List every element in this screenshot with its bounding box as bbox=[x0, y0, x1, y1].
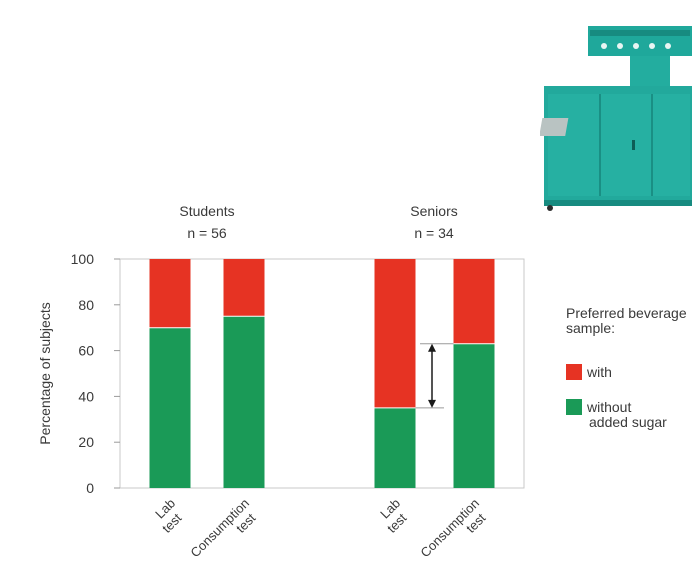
legend-title: Preferred beverage sample: bbox=[566, 305, 687, 336]
y-tick-label: 100 bbox=[71, 251, 95, 267]
x-tick-label: Consumptiontest bbox=[187, 496, 262, 571]
bar-with-sugar bbox=[374, 259, 416, 408]
bar-without-added-sugar bbox=[223, 316, 265, 488]
group-n-label: n = 34 bbox=[414, 225, 454, 241]
y-tick-label: 80 bbox=[78, 297, 94, 313]
bar-with-sugar bbox=[223, 259, 265, 317]
y-tick-label: 60 bbox=[78, 343, 94, 359]
legend-label: without added sugar bbox=[586, 399, 667, 430]
x-tick-label: Consumptiontest bbox=[417, 496, 492, 571]
group-title: Students bbox=[179, 203, 234, 219]
x-tick-label: Labtest bbox=[148, 496, 188, 536]
difference-arrow-head-down bbox=[428, 399, 436, 408]
difference-arrow-head-up bbox=[428, 343, 436, 352]
x-tick-label: Labtest bbox=[373, 496, 413, 536]
legend-label: with bbox=[586, 364, 612, 380]
bar-with-sugar bbox=[453, 259, 495, 344]
y-axis-label: Percentage of subjects bbox=[37, 302, 53, 444]
sensory-test-machine-icon bbox=[540, 26, 692, 211]
bar-without-added-sugar bbox=[149, 327, 191, 488]
group-title: Seniors bbox=[410, 203, 457, 219]
bar-without-added-sugar bbox=[374, 407, 416, 488]
y-tick-label: 0 bbox=[86, 480, 94, 496]
plot-frame bbox=[119, 258, 525, 489]
bar-without-added-sugar bbox=[453, 343, 495, 488]
y-tick-label: 20 bbox=[78, 434, 94, 450]
bar-with-sugar bbox=[149, 259, 191, 328]
legend-swatch bbox=[566, 364, 582, 380]
y-tick-label: 40 bbox=[78, 388, 94, 404]
legend-swatch bbox=[566, 399, 582, 415]
group-n-label: n = 56 bbox=[187, 225, 227, 241]
